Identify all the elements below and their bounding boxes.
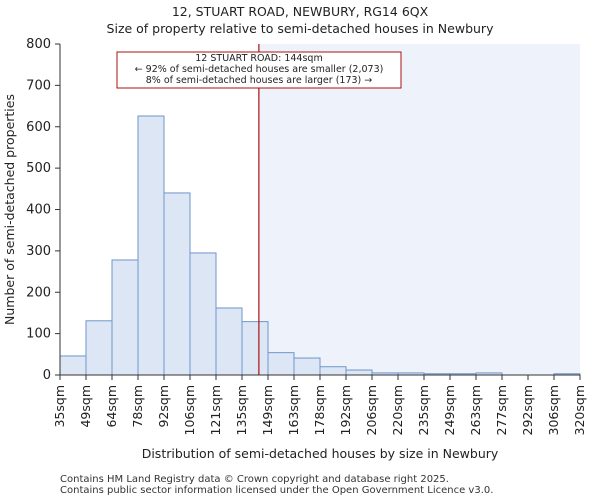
histogram-bar: [59, 355, 87, 376]
annotation-box: [116, 51, 402, 89]
x-tick-label: 106sqm: [182, 385, 197, 435]
x-tick-label: 263sqm: [468, 385, 483, 435]
x-tick-label: 49sqm: [78, 385, 93, 428]
x-axis-label: Distribution of semi-detached houses by …: [142, 446, 499, 461]
chart-title: 12, STUART ROAD, NEWBURY, RG14 6QX: [171, 4, 429, 19]
y-tick-label: 0: [43, 368, 51, 383]
y-tick-label: 400: [26, 203, 51, 218]
x-tick-label: 78sqm: [130, 385, 145, 428]
chart-subtitle: Size of property relative to semi-detach…: [106, 21, 494, 36]
histogram-bar: [241, 321, 269, 376]
histogram-bar: [137, 115, 165, 376]
x-tick-label: 64sqm: [104, 385, 119, 428]
histogram-bar: [111, 259, 139, 376]
annotation-line: 12 STUART ROAD: 144sqm: [195, 53, 322, 64]
x-tick-label: 235sqm: [416, 385, 431, 435]
x-tick-label: 135sqm: [234, 385, 249, 435]
x-tick-label: 178sqm: [312, 385, 327, 435]
x-tick-label: 292sqm: [520, 385, 535, 435]
y-tick-label: 600: [26, 120, 51, 135]
y-tick-label: 200: [26, 285, 51, 300]
x-tick-label: 35sqm: [52, 385, 67, 428]
x-tick-label: 249sqm: [442, 385, 457, 435]
x-tick-label: 206sqm: [364, 385, 379, 435]
y-tick-label: 800: [26, 37, 51, 52]
histogram-bar: [345, 369, 373, 376]
x-tick-label: 163sqm: [286, 385, 301, 435]
y-tick-label: 500: [26, 161, 51, 176]
footer-licence: Contains public sector information licen…: [60, 485, 494, 496]
y-tick-label: 100: [26, 327, 51, 342]
histogram-bar: [319, 366, 347, 376]
x-tick-label: 92sqm: [156, 385, 171, 428]
annotation-line: ← 92% of semi-detached houses are smalle…: [135, 64, 384, 75]
y-tick-label: 300: [26, 244, 51, 259]
histogram-bar: [215, 307, 243, 376]
histogram-bar: [293, 357, 321, 376]
histogram-bar: [267, 352, 295, 376]
annotation-line: 8% of semi-detached houses are larger (1…: [146, 75, 373, 86]
highlight-region: [258, 44, 580, 375]
histogram-bar: [189, 252, 217, 376]
x-tick-label: 306sqm: [546, 385, 561, 435]
y-tick-label: 700: [26, 78, 51, 93]
y-axis-label: Number of semi-detached properties: [2, 94, 17, 325]
histogram-bar: [85, 320, 113, 376]
x-tick-label: 277sqm: [494, 385, 509, 435]
footer-copyright: Contains HM Land Registry data © Crown c…: [60, 474, 449, 485]
histogram-bar: [163, 192, 191, 376]
x-tick-label: 192sqm: [338, 385, 353, 435]
x-tick-label: 220sqm: [390, 385, 405, 435]
x-tick-label: 320sqm: [572, 385, 587, 435]
x-tick-label: 121sqm: [208, 385, 223, 435]
x-tick-label: 149sqm: [260, 385, 275, 435]
